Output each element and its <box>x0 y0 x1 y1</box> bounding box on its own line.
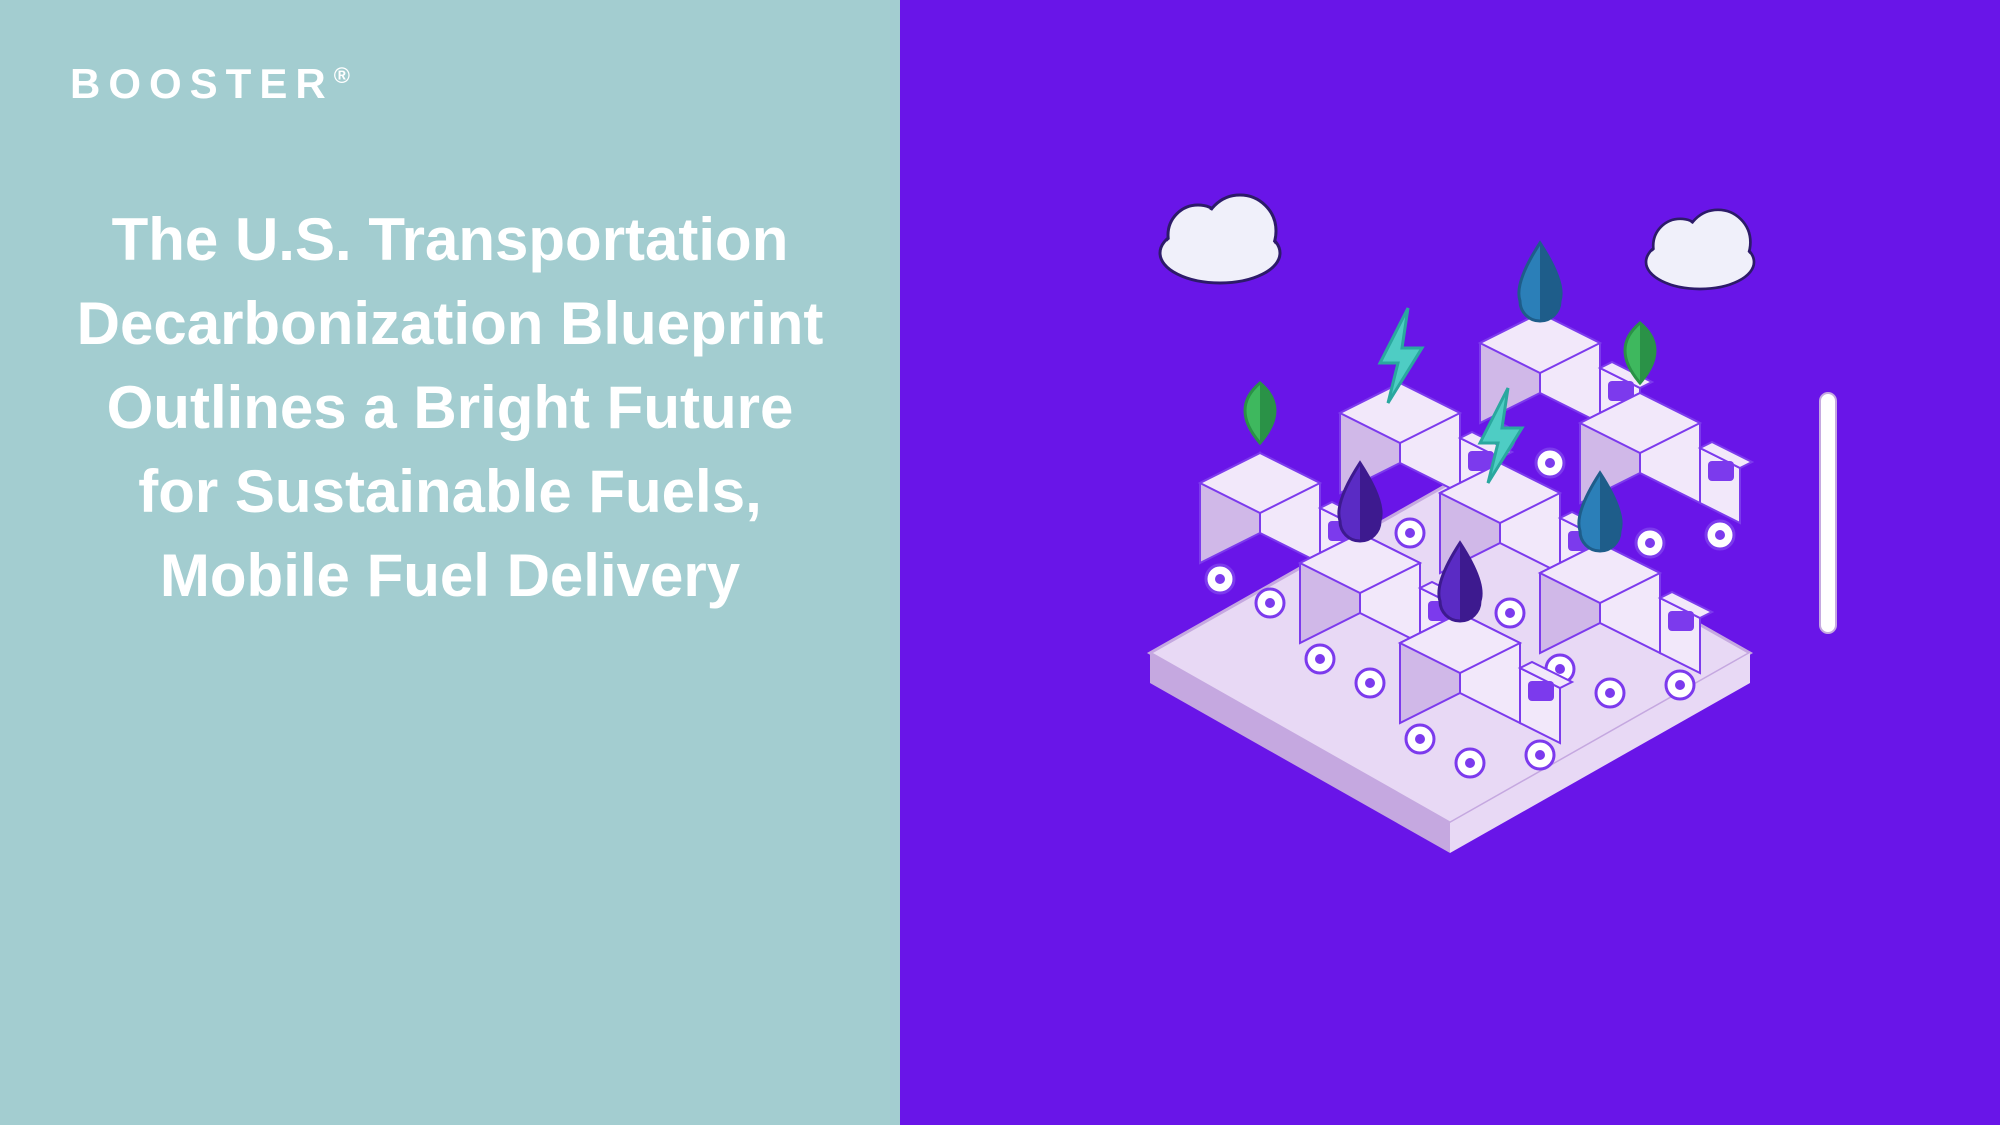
fleet-illustration <box>1000 113 1900 1013</box>
brand-name: BOOSTER <box>70 60 334 107</box>
left-panel: BOOSTER® The U.S. Transportation Decarbo… <box>0 0 900 1125</box>
right-panel <box>900 0 2000 1125</box>
brand-trademark: ® <box>334 63 350 88</box>
headline-text: The U.S. Transportation Decarbonization … <box>70 198 830 618</box>
brand-logo: BOOSTER® <box>70 60 830 108</box>
